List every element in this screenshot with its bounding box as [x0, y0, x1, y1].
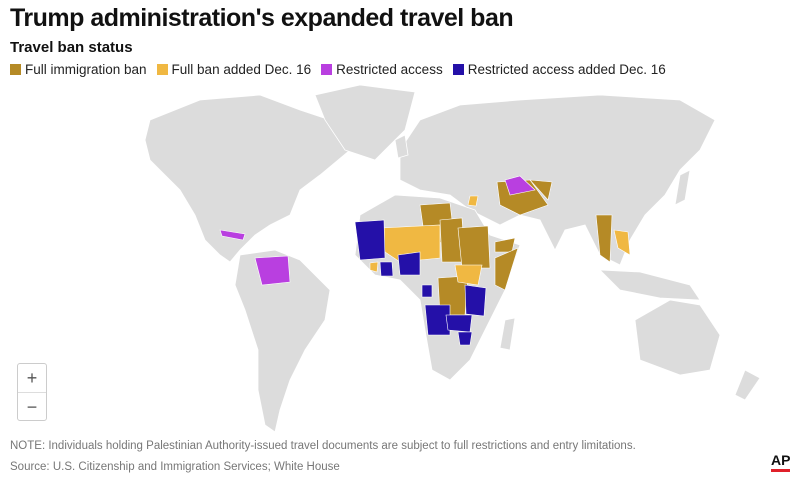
ap-logo: AP [771, 453, 791, 472]
zimbabwe [457, 331, 473, 346]
turkmenistan [504, 175, 536, 196]
note: NOTE: Individuals holding Palestinian Au… [10, 440, 636, 452]
swatch [452, 64, 464, 75]
legend-item-full-ban-added: Full ban added Dec. 16 [156, 62, 312, 77]
madagascar [499, 317, 516, 351]
nigeria [397, 251, 421, 276]
zoom-in-button[interactable]: + [18, 364, 46, 393]
legend-item-full-ban: Full immigration ban [10, 62, 147, 77]
sudan [457, 225, 491, 269]
source: Source: U.S. Citizenship and Immigration… [10, 461, 340, 473]
south-sudan [454, 264, 483, 286]
syria [467, 195, 479, 207]
legend-item-restricted: Restricted access [321, 62, 443, 77]
angola [424, 304, 451, 336]
cote-divoire [379, 261, 394, 277]
legend-label: Full immigration ban [25, 62, 147, 77]
laos [613, 229, 631, 256]
tanzania [464, 284, 487, 317]
south-america [234, 249, 331, 432]
legend-item-restricted-added: Restricted access added Dec. 16 [452, 62, 666, 77]
north-america [144, 94, 351, 263]
legend: Full immigration ban Full ban added Dec.… [10, 62, 666, 77]
japan [674, 169, 691, 206]
legend-label: Full ban added Dec. 16 [171, 62, 312, 77]
new-zealand [734, 369, 761, 401]
sierra-leone [369, 261, 379, 273]
uk [394, 134, 409, 159]
australia [634, 299, 721, 376]
greenland [314, 84, 416, 161]
zambia-malawi [445, 314, 473, 333]
mauritania-senegal [354, 219, 386, 261]
highlighted-countries [219, 175, 631, 346]
swatch [156, 64, 168, 75]
swatch [10, 64, 21, 75]
legend-label: Restricted access [336, 62, 443, 77]
legend-title: Travel ban status [10, 39, 133, 56]
legend-label: Restricted access added Dec. 16 [467, 62, 666, 77]
myanmar [595, 214, 613, 263]
cuba [219, 229, 246, 241]
zoom-out-button[interactable]: − [26, 396, 38, 417]
afghanistan [529, 179, 553, 201]
somalia [494, 247, 519, 291]
gabon [421, 284, 433, 298]
world-map[interactable] [0, 82, 800, 432]
indonesia [598, 269, 701, 301]
swatch [321, 64, 333, 75]
chart-title: Trump administration's expanded travel b… [10, 4, 514, 32]
zoom-control: + − [17, 363, 47, 421]
venezuela [254, 255, 291, 286]
